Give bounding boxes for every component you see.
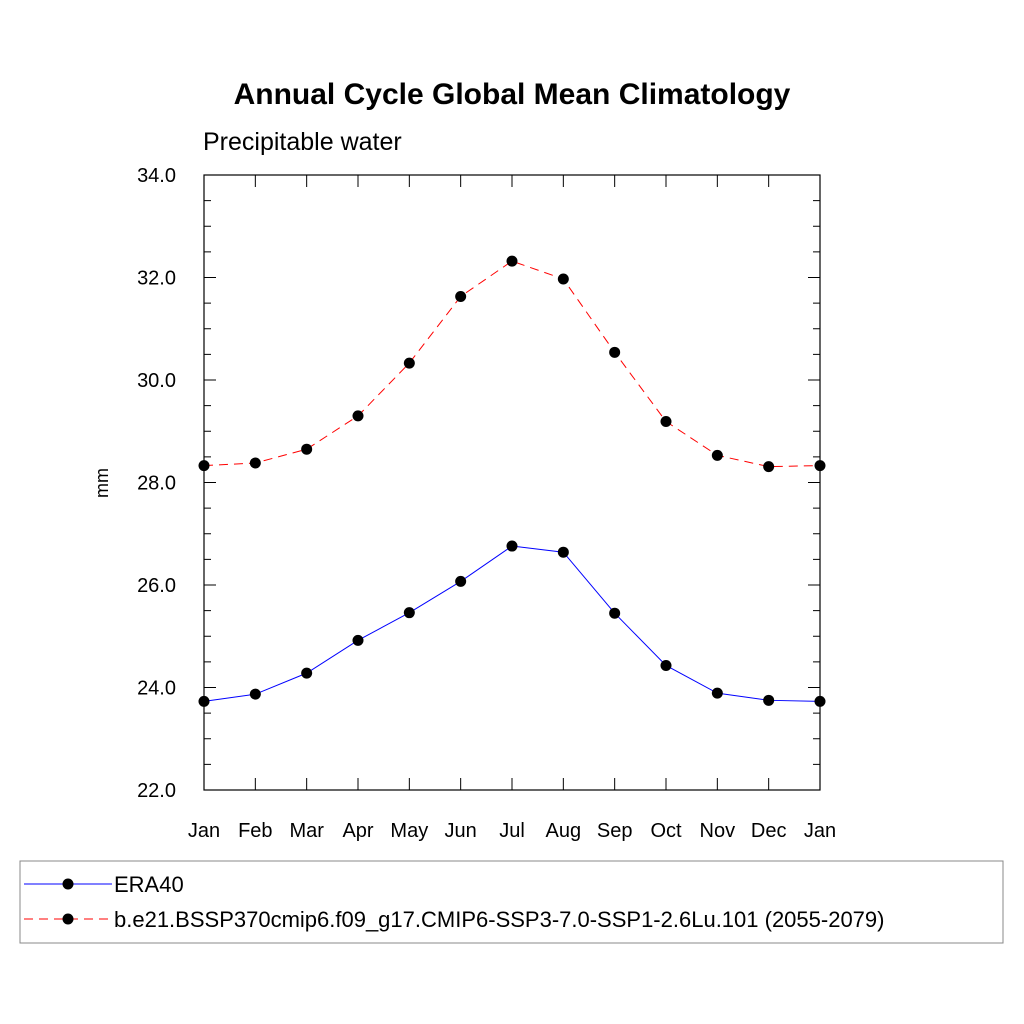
x-tick-label: Dec	[751, 820, 787, 842]
data-point	[814, 460, 826, 472]
legend: ERA40 b.e21.BSSP370cmip6.f09_g17.CMIP6-SS…	[24, 872, 884, 932]
y-tick-label: 24.0	[137, 678, 176, 700]
x-tick-labels: Jan Feb Mar Apr May Jun Jul Aug Sep Oct Nov Dec Jan	[188, 820, 836, 842]
axis-ticks	[203, 174, 821, 791]
y-tick-label: 28.0	[137, 473, 176, 495]
data-point	[301, 667, 313, 679]
x-tick-label: Aug	[546, 820, 582, 842]
chart-subtitle: Precipitable water	[203, 128, 402, 156]
data-point	[763, 694, 775, 706]
y-axis-label: mm	[92, 468, 112, 498]
legend-label: b.e21.BSSP370cmip6.f09_g17.CMIP6-SSP3-7.…	[114, 907, 884, 932]
data-point	[609, 346, 621, 358]
data-point	[557, 273, 569, 285]
x-tick-label: Jul	[499, 820, 525, 842]
data-point	[352, 634, 364, 646]
data-point	[403, 607, 415, 619]
x-tick-label: Sep	[597, 820, 633, 842]
data-point	[249, 688, 261, 700]
y-tick-label: 26.0	[137, 575, 176, 597]
data-point	[711, 687, 723, 699]
data-point	[301, 443, 313, 455]
x-tick-label: Feb	[238, 820, 272, 842]
y-tick-label: 30.0	[137, 370, 176, 392]
data-point	[763, 461, 775, 473]
data-point	[198, 695, 210, 707]
legend-marker	[62, 878, 74, 890]
series-line	[203, 545, 821, 702]
x-tick-label: Apr	[342, 820, 373, 842]
legend-marker	[62, 913, 74, 925]
data-point	[403, 357, 415, 369]
plot-frame	[203, 174, 821, 791]
data-point	[352, 410, 364, 422]
x-tick-label: Mar	[289, 820, 324, 842]
y-tick-labels: 22.0 24.0 26.0 28.0 30.0 32.0 34.0	[137, 165, 176, 802]
data-point	[660, 659, 672, 671]
data-point	[660, 416, 672, 428]
data-point	[506, 540, 518, 552]
x-tick-label: Nov	[700, 820, 736, 842]
data-point	[814, 695, 826, 707]
x-tick-label: Oct	[650, 820, 682, 842]
series-layer	[198, 255, 826, 707]
data-point	[609, 607, 621, 619]
x-tick-label: Jan	[188, 820, 220, 842]
data-point	[455, 290, 467, 302]
x-tick-label: Jan	[804, 820, 836, 842]
chart-title: Annual Cycle Global Mean Climatology	[234, 78, 791, 111]
y-tick-label: 22.0	[137, 780, 176, 802]
y-tick-label: 34.0	[137, 165, 176, 187]
series-line	[203, 260, 821, 468]
data-point	[455, 575, 467, 587]
x-tick-label: Jun	[445, 820, 477, 842]
legend-box	[19, 860, 1004, 944]
data-point	[506, 255, 518, 267]
x-tick-label: May	[390, 820, 428, 842]
legend-label: ERA40	[114, 872, 184, 897]
data-point	[711, 449, 723, 461]
y-tick-label: 32.0	[137, 268, 176, 290]
data-point	[249, 457, 261, 469]
data-point	[557, 546, 569, 558]
data-point	[198, 460, 210, 472]
